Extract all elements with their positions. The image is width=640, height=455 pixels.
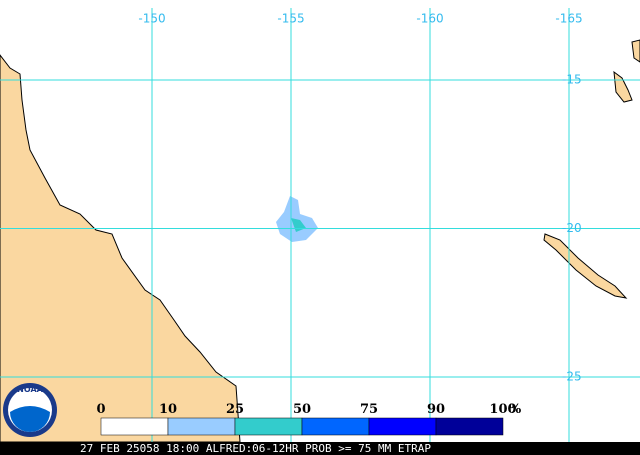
caption-bar (0, 442, 640, 455)
land (0, 39, 640, 443)
legend-label: 75 (360, 402, 378, 417)
noaa-logo: NOAA (3, 383, 57, 437)
legend-unit: % (509, 402, 522, 417)
latitude-label: -25 (562, 370, 582, 384)
legend-label: 0 (96, 402, 105, 417)
legend-label: 90 (427, 402, 445, 417)
longitude-label: -160 (416, 12, 443, 26)
longitude-label: -155 (277, 12, 304, 26)
legend-swatch (435, 417, 504, 436)
logo-text: NOAA (17, 385, 43, 394)
legend-swatch (301, 417, 370, 436)
latitude-label: -20 (562, 221, 582, 235)
latitude-label: -15 (562, 73, 582, 87)
legend-label: 25 (226, 402, 244, 417)
graticule: -150 -155 -160 -165 -15 -20 -25 (0, 8, 640, 442)
longitude-label: -150 (138, 12, 165, 26)
caption: 27 FEB 25058 18:00 ALFRED:06-12HR PROB >… (80, 442, 431, 455)
legend-label: 100 (489, 402, 516, 417)
legend: 0 10 25 50 75 90 100% (96, 402, 522, 436)
legend-swatch (100, 417, 169, 436)
legend-swatch (234, 417, 303, 436)
legend-label: 50 (293, 402, 311, 417)
legend-swatch (167, 417, 236, 436)
legend-swatch (368, 417, 437, 436)
longitude-label: -165 (555, 12, 582, 26)
legend-label: 10 (159, 402, 177, 417)
